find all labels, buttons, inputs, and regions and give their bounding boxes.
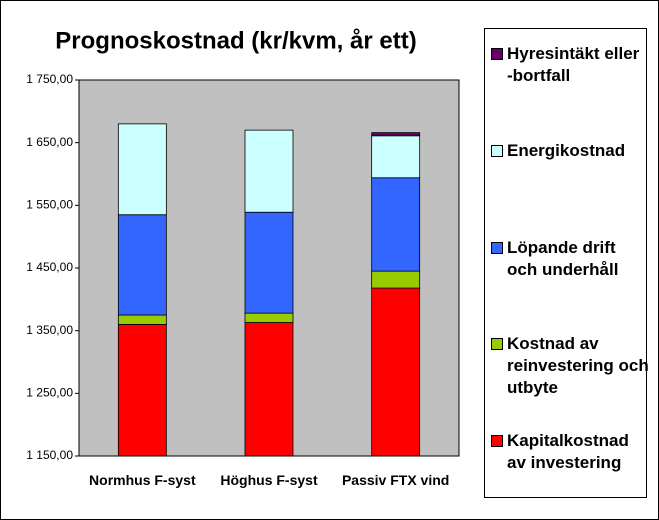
x-tick-label: Passiv FTX vind bbox=[341, 472, 450, 488]
bar-segment bbox=[371, 270, 421, 289]
legend-swatch bbox=[491, 338, 503, 350]
legend-label: Kapitalkostnad av investering bbox=[507, 431, 629, 472]
bar-segment bbox=[117, 323, 167, 457]
x-tick-label: Normhus F-syst bbox=[89, 472, 196, 488]
y-tick-label: 1 550,00 bbox=[26, 198, 73, 212]
legend-label: Hyresintäkt eller -bortfall bbox=[507, 44, 640, 85]
bar-segment bbox=[244, 129, 294, 213]
bar-segment bbox=[371, 287, 421, 457]
bar-segment bbox=[371, 135, 421, 179]
y-tick-label: 1 150,00 bbox=[26, 448, 73, 462]
bar-segment bbox=[244, 312, 294, 323]
x-tick-label: Höghus F-syst bbox=[220, 472, 318, 488]
bar-segment bbox=[117, 214, 167, 316]
bar-segment bbox=[371, 132, 421, 137]
y-tick-label: 1 650,00 bbox=[26, 135, 73, 149]
legend-label: Energikostnad bbox=[507, 141, 626, 160]
legend-swatch bbox=[491, 48, 503, 60]
chart-title: Prognoskostnad (kr/kvm, år ett) bbox=[55, 27, 416, 54]
legend-swatch bbox=[491, 242, 503, 254]
legend-label: Löpande drift och underhåll bbox=[507, 238, 619, 279]
legend: Hyresintäkt eller -bortfall Energikostnad… bbox=[484, 28, 649, 498]
legend-swatch bbox=[491, 145, 503, 157]
legend-swatch bbox=[491, 435, 503, 447]
y-tick-label: 1 750,00 bbox=[26, 72, 73, 86]
bar-segment bbox=[371, 177, 421, 272]
y-tick-label: 1 450,00 bbox=[26, 260, 73, 274]
y-tick-label: 1 250,00 bbox=[26, 386, 73, 400]
bar-segment bbox=[244, 211, 294, 314]
y-tick-label: 1 350,00 bbox=[26, 323, 73, 337]
legend-label: Kostnad av reinvestering och utbyte bbox=[507, 334, 649, 397]
bar-segment bbox=[117, 123, 167, 216]
bar-segment bbox=[244, 322, 294, 457]
bar-segment bbox=[117, 314, 167, 325]
